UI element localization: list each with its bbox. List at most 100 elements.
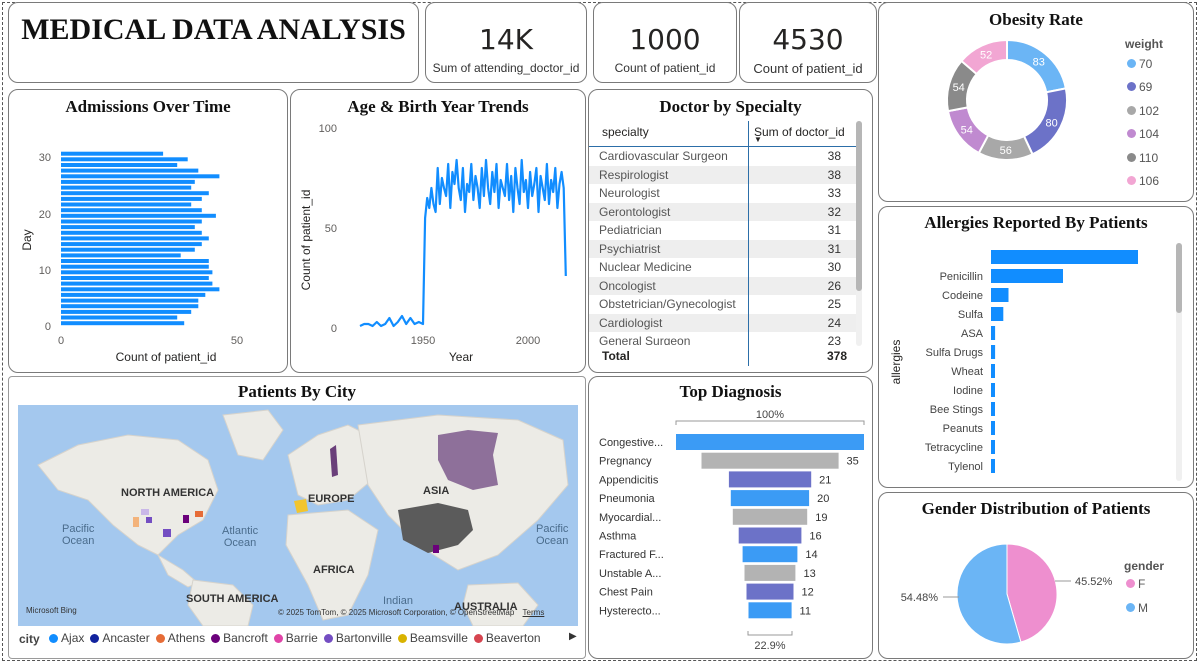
funnel-bar[interactable] [732, 508, 808, 525]
map-card[interactable]: Patients By City [8, 376, 586, 659]
admissions-bar[interactable] [61, 151, 164, 156]
admissions-bar[interactable] [61, 281, 213, 286]
funnel-bar[interactable] [742, 546, 798, 563]
doctor-table-card[interactable]: Doctor by Specialty specialty Sum of doc… [588, 89, 873, 373]
table-row[interactable]: Cardiologist 24 [589, 313, 859, 332]
table-row[interactable]: Psychiatrist 31 [589, 239, 859, 258]
admissions-bar[interactable] [61, 179, 195, 184]
table-row[interactable]: Respirologist 38 [589, 165, 859, 184]
map-legend-item[interactable]: Athens [155, 631, 205, 645]
map-legend-item[interactable]: Beaverton [473, 631, 541, 645]
region-na-5[interactable] [195, 511, 203, 517]
admissions-bar[interactable] [61, 315, 178, 320]
funnel-bar[interactable] [701, 452, 839, 469]
allergies-card[interactable]: Allergies Reported By Patients allergies… [878, 206, 1194, 488]
map-legend-item[interactable]: Ancaster [90, 631, 150, 645]
table-row[interactable]: Pediatrician 31 [589, 221, 859, 240]
map-legend-item[interactable]: Bartonville [323, 631, 392, 645]
region-russia[interactable] [438, 430, 498, 490]
admissions-bar[interactable] [61, 259, 209, 263]
table-row[interactable]: Nuclear Medicine 30 [589, 258, 859, 277]
allergy-bar[interactable] [991, 269, 1063, 283]
funnel-bar[interactable] [746, 583, 794, 600]
admissions-bar[interactable] [61, 247, 195, 252]
admissions-bar[interactable] [61, 213, 216, 218]
region-asia-small[interactable] [433, 545, 439, 553]
obesity-legend-item[interactable]: 110 [1127, 151, 1158, 165]
table-row[interactable]: Neurologist 33 [589, 184, 859, 203]
allergy-bar[interactable] [991, 383, 995, 397]
map-legend-item[interactable]: Bancroft [211, 631, 268, 645]
admissions-bar[interactable] [61, 253, 181, 258]
age-trends-card[interactable]: Age & Birth Year Trends Count of patient… [290, 89, 586, 373]
map-legend-item[interactable]: Beamsville [397, 631, 468, 645]
allergies-scrollbar[interactable] [1176, 243, 1182, 481]
admissions-bar[interactable] [61, 163, 178, 167]
obesity-card[interactable]: Obesity Rate 83 80 56 54 54 52 weight 70 69 102… [878, 2, 1194, 202]
region-china[interactable] [398, 503, 473, 553]
admissions-bar[interactable] [61, 276, 209, 280]
admissions-bar[interactable] [61, 304, 199, 309]
gender-pie-chart[interactable]: 45.52% 54.48% [879, 493, 1194, 659]
funnel-bar[interactable] [676, 434, 864, 450]
diagnosis-funnel-chart[interactable]: 100% 22.9% Congestive... Pregnancy 35 Appen… [589, 377, 873, 659]
obesity-legend-item[interactable]: 70 [1127, 57, 1152, 71]
region-scandinavia[interactable] [330, 445, 338, 477]
kpi-card-patient-count[interactable]: 1000 Count of patient_id [593, 2, 737, 83]
obesity-legend-item[interactable]: 102 [1127, 104, 1159, 118]
admissions-bar[interactable] [61, 157, 188, 162]
admissions-bar[interactable] [61, 225, 195, 230]
allergy-bar[interactable] [991, 440, 995, 454]
allergy-bar[interactable] [991, 364, 995, 378]
allergy-bar[interactable] [991, 288, 1009, 302]
age-trend-line[interactable] [359, 158, 567, 328]
admissions-bar[interactable] [61, 309, 192, 314]
table-row[interactable]: Cardiovascular Surgeon 38 [589, 147, 859, 166]
admissions-bar[interactable] [61, 264, 209, 269]
obesity-legend-item[interactable]: 106 [1127, 174, 1159, 188]
admissions-bar[interactable] [61, 185, 192, 190]
gender-legend-item[interactable]: F [1126, 577, 1145, 591]
allergies-bar-chart[interactable]: allergies Penicillin Codeine Sulfa ASA Sulfa… [879, 207, 1194, 488]
admissions-bar[interactable] [61, 191, 209, 196]
kpi-card-doctor-sum[interactable]: 14K Sum of attending_doctor_id [425, 2, 587, 83]
terms-link[interactable]: Terms [522, 608, 545, 617]
table-scrollbar[interactable] [856, 121, 862, 346]
gender-slice[interactable] [1006, 543, 1058, 643]
admissions-card[interactable]: Admissions Over Time Day 0 10 20 30 0 50… [8, 89, 288, 373]
table-row[interactable]: Gerontologist 32 [589, 202, 859, 221]
admissions-bar[interactable] [61, 270, 213, 275]
gender-slice[interactable] [956, 543, 1022, 645]
admissions-bar-chart[interactable]: Day 0 10 20 30 0 50 Count of patient_id [9, 90, 288, 373]
admissions-bar[interactable] [61, 230, 202, 235]
allergies-scrollbar-thumb[interactable] [1176, 243, 1182, 313]
obesity-legend-item[interactable]: 69 [1127, 80, 1152, 94]
map-legend-item[interactable]: Ajax [49, 631, 84, 645]
gender-card[interactable]: Gender Distribution of Patients 45.52% 54… [878, 492, 1194, 659]
funnel-bar[interactable] [748, 602, 792, 619]
admissions-bar[interactable] [61, 219, 202, 224]
sort-desc-icon[interactable]: ▼ [754, 135, 762, 144]
admissions-bar[interactable] [61, 292, 206, 297]
table-row[interactable]: Oncologist 26 [589, 276, 859, 295]
table-row[interactable]: Obstetrician/Gynecologist 25 [589, 295, 859, 314]
region-na-4[interactable] [183, 515, 189, 523]
admissions-bar[interactable] [61, 196, 202, 201]
region-europe-yellow[interactable] [294, 499, 308, 513]
admissions-bar[interactable] [61, 174, 220, 179]
admissions-bar[interactable] [61, 242, 202, 247]
age-trends-line-chart[interactable]: Count of patient_id 0 50 100 1950 2000 Y… [291, 90, 586, 373]
map-legend-item[interactable]: Barrie [273, 631, 318, 645]
world-map[interactable] [18, 405, 578, 626]
region-na-3[interactable] [163, 529, 171, 537]
allergy-bar[interactable] [991, 402, 995, 416]
funnel-bar[interactable] [738, 527, 802, 544]
allergy-bar[interactable] [991, 250, 1138, 264]
allergy-bar[interactable] [991, 421, 995, 435]
legend-next-arrow-icon[interactable]: ▶ [569, 631, 577, 642]
funnel-bar[interactable] [744, 564, 796, 581]
admissions-bar[interactable] [61, 287, 220, 292]
obesity-donut-chart[interactable]: 83 80 56 54 54 52 [879, 3, 1194, 202]
admissions-bar[interactable] [61, 168, 199, 173]
diagnosis-card[interactable]: Top Diagnosis 100% 22.9% Congestive... Pr… [588, 376, 873, 659]
